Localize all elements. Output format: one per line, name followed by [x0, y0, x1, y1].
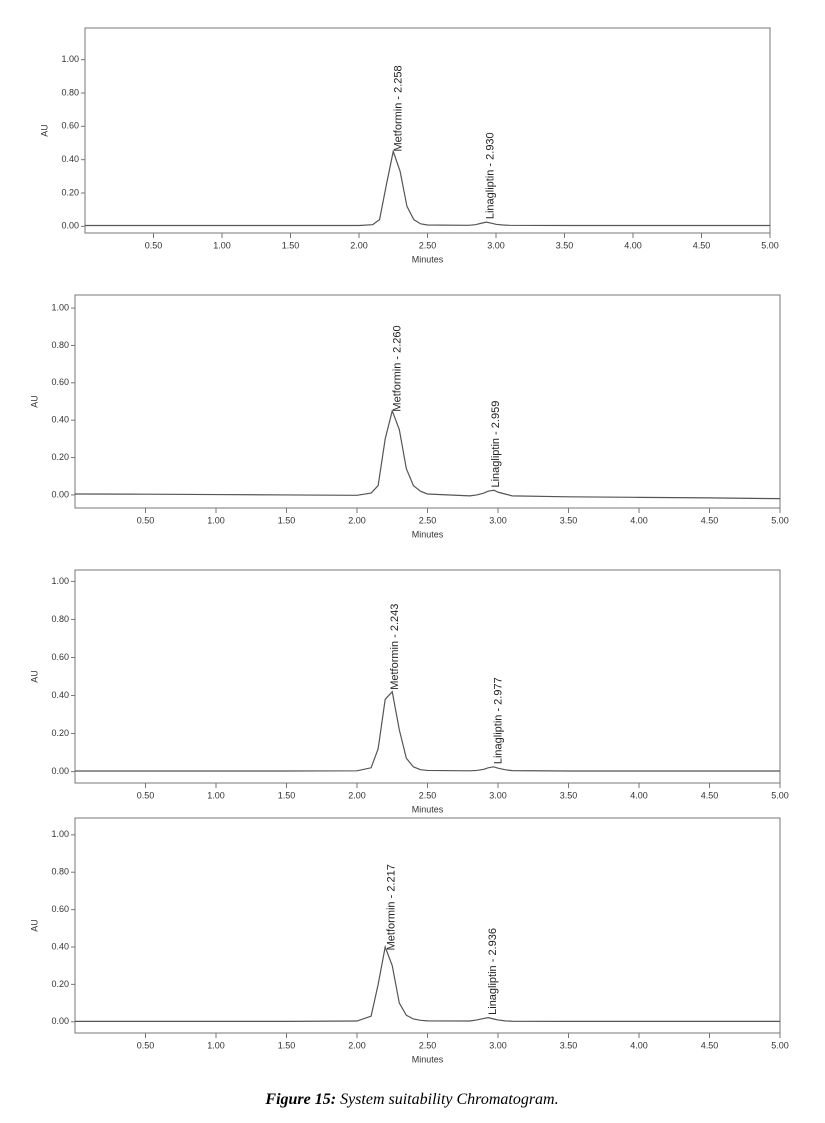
- y-tick-label: 0.20: [51, 728, 69, 738]
- x-tick-label: 1.50: [278, 790, 296, 800]
- x-tick-label: 5.00: [771, 515, 789, 525]
- x-tick-label: 2.50: [419, 515, 437, 525]
- x-tick-label: 3.00: [487, 240, 505, 250]
- plot-frame: [74, 294, 781, 509]
- x-tick-label: 4.00: [630, 1040, 648, 1050]
- trace: [75, 944, 780, 1023]
- peak-label: Metformin - 2.260: [392, 325, 404, 411]
- x-tick-label: 1.00: [213, 240, 231, 250]
- x-tick-label: 1.50: [282, 240, 300, 250]
- y-tick-label: 0.80: [51, 340, 69, 350]
- caption: Figure 15: System suitability Chromatogr…: [264, 1091, 558, 1108]
- x-tick-label: 3.00: [489, 515, 507, 525]
- plot-frame: [74, 569, 781, 784]
- x-axis-label: Minutes: [412, 254, 444, 264]
- x-tick-label: 1.00: [207, 790, 225, 800]
- y-tick-label: 0.80: [51, 614, 69, 624]
- x-axis-label: Minutes: [412, 1054, 444, 1064]
- x-tick-label: 1.00: [207, 515, 225, 525]
- x-tick-label: 2.50: [419, 790, 437, 800]
- plot-frame: [84, 27, 771, 234]
- x-tick-label: 2.50: [419, 240, 437, 250]
- y-tick-label: 0.20: [51, 979, 69, 989]
- y-axis-label: AU: [29, 919, 39, 932]
- x-tick-label: 4.00: [630, 790, 648, 800]
- x-tick-label: 5.00: [771, 790, 789, 800]
- x-tick-label: 1.50: [278, 515, 296, 525]
- peak-label: Metformin - 2.258: [392, 65, 404, 151]
- peak-label: Metformin - 2.243: [389, 604, 401, 690]
- trace: [74, 408, 781, 500]
- y-tick-label: 0.40: [61, 154, 79, 164]
- y-tick-label: 0.00: [61, 221, 79, 231]
- x-tick-label: 0.50: [137, 515, 155, 525]
- x-tick-label: 1.00: [207, 1040, 225, 1050]
- y-axis-label: AU: [29, 395, 39, 408]
- y-tick-label: 0.60: [51, 652, 69, 662]
- y-tick-label: 1.00: [61, 54, 79, 64]
- peak-label: Linagliptin - 2.977: [493, 677, 505, 764]
- x-tick-label: 4.50: [701, 515, 719, 525]
- peak-label: Linagliptin - 2.959: [490, 401, 502, 488]
- x-tick-label: 2.00: [348, 790, 366, 800]
- x-tick-label: 5.00: [761, 240, 779, 250]
- x-tick-label: 2.00: [348, 1040, 366, 1050]
- peak-label: Metformin - 2.217: [386, 864, 398, 950]
- x-tick-label: 4.50: [693, 240, 711, 250]
- x-tick-label: 5.00: [771, 1040, 789, 1050]
- trace: [85, 149, 770, 227]
- trace: [75, 690, 780, 772]
- x-tick-label: 4.00: [630, 515, 648, 525]
- x-axis-label: Minutes: [412, 529, 444, 539]
- y-tick-label: 0.20: [61, 187, 79, 197]
- y-tick-label: 1.00: [51, 576, 69, 586]
- x-tick-label: 2.50: [419, 1040, 437, 1050]
- x-tick-label: 3.00: [489, 790, 507, 800]
- y-tick-label: 0.00: [51, 489, 69, 499]
- x-tick-label: 0.50: [145, 240, 163, 250]
- y-tick-label: 0.60: [51, 904, 69, 914]
- y-axis-label: AU: [29, 670, 39, 683]
- x-tick-label: 4.00: [624, 240, 642, 250]
- y-tick-label: 0.00: [51, 1016, 69, 1026]
- plot-frame: [74, 817, 781, 1034]
- x-tick-label: 3.00: [489, 1040, 507, 1050]
- caption-text: System suitability Chromatogram.: [340, 1091, 559, 1108]
- x-tick-label: 2.00: [350, 240, 368, 250]
- y-tick-label: 0.40: [51, 690, 69, 700]
- y-tick-label: 1.00: [51, 302, 69, 312]
- x-tick-label: 0.50: [137, 1040, 155, 1050]
- y-tick-label: 0.40: [51, 415, 69, 425]
- x-tick-label: 3.50: [560, 1040, 578, 1050]
- x-tick-label: 0.50: [137, 790, 155, 800]
- caption-label: Figure 15:: [264, 1091, 336, 1108]
- x-tick-label: 3.50: [560, 515, 578, 525]
- y-tick-label: 0.60: [61, 121, 79, 131]
- y-tick-label: 0.20: [51, 452, 69, 462]
- x-tick-label: 1.50: [278, 1040, 296, 1050]
- peak-label: Linagliptin - 2.930: [484, 132, 496, 219]
- x-tick-label: 2.00: [348, 515, 366, 525]
- y-tick-label: 0.80: [51, 867, 69, 877]
- y-tick-label: 0.60: [51, 377, 69, 387]
- x-tick-label: 3.50: [560, 790, 578, 800]
- y-axis-label: AU: [39, 124, 49, 137]
- peak-label: Linagliptin - 2.936: [487, 928, 499, 1015]
- x-axis-label: Minutes: [412, 804, 444, 814]
- x-tick-label: 3.50: [556, 240, 574, 250]
- y-tick-label: 0.80: [61, 87, 79, 97]
- y-tick-label: 0.00: [51, 766, 69, 776]
- y-tick-label: 0.40: [51, 941, 69, 951]
- x-tick-label: 4.50: [701, 1040, 719, 1050]
- y-tick-label: 1.00: [51, 829, 69, 839]
- x-tick-label: 4.50: [701, 790, 719, 800]
